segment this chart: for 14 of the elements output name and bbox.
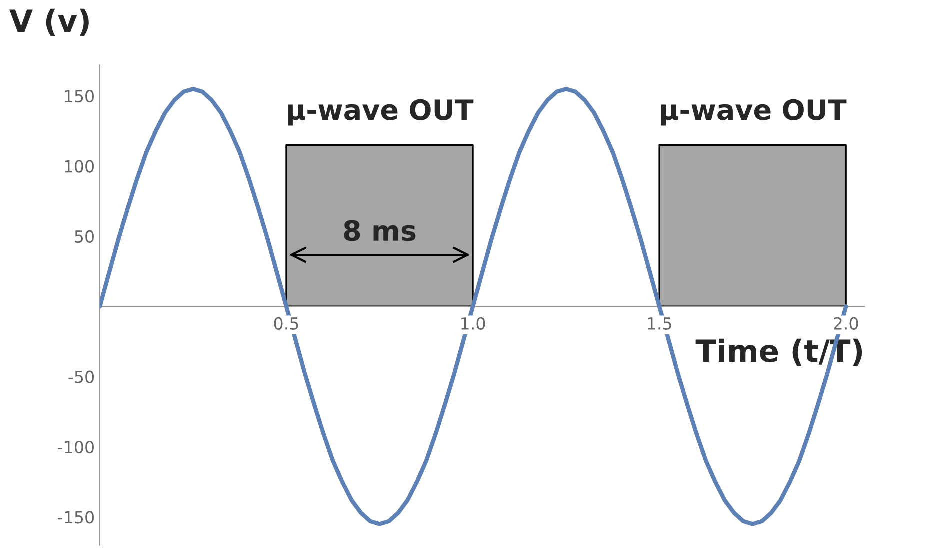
y-tick-label: 150 [65,90,94,103]
x-tick-label: 0.5 [274,317,298,330]
x-tick-label: 1.5 [648,318,672,330]
y-tick-label: 50 [75,230,94,244]
annotation: μ-wave OUT [288,99,474,126]
annotation: μ-wave OUT [661,99,847,126]
y-tick-label: -100 [58,440,94,454]
annotation: 8 ms [344,220,416,242]
y-tick-label: -50 [68,370,94,384]
x-tick-label: 1.0 [462,317,486,330]
x-tick-label: 2.0 [834,317,858,330]
y-tick-label: -150 [58,511,94,524]
y-tick-label: 100 [65,160,94,173]
y-axis-title: V (v) [10,8,89,36]
